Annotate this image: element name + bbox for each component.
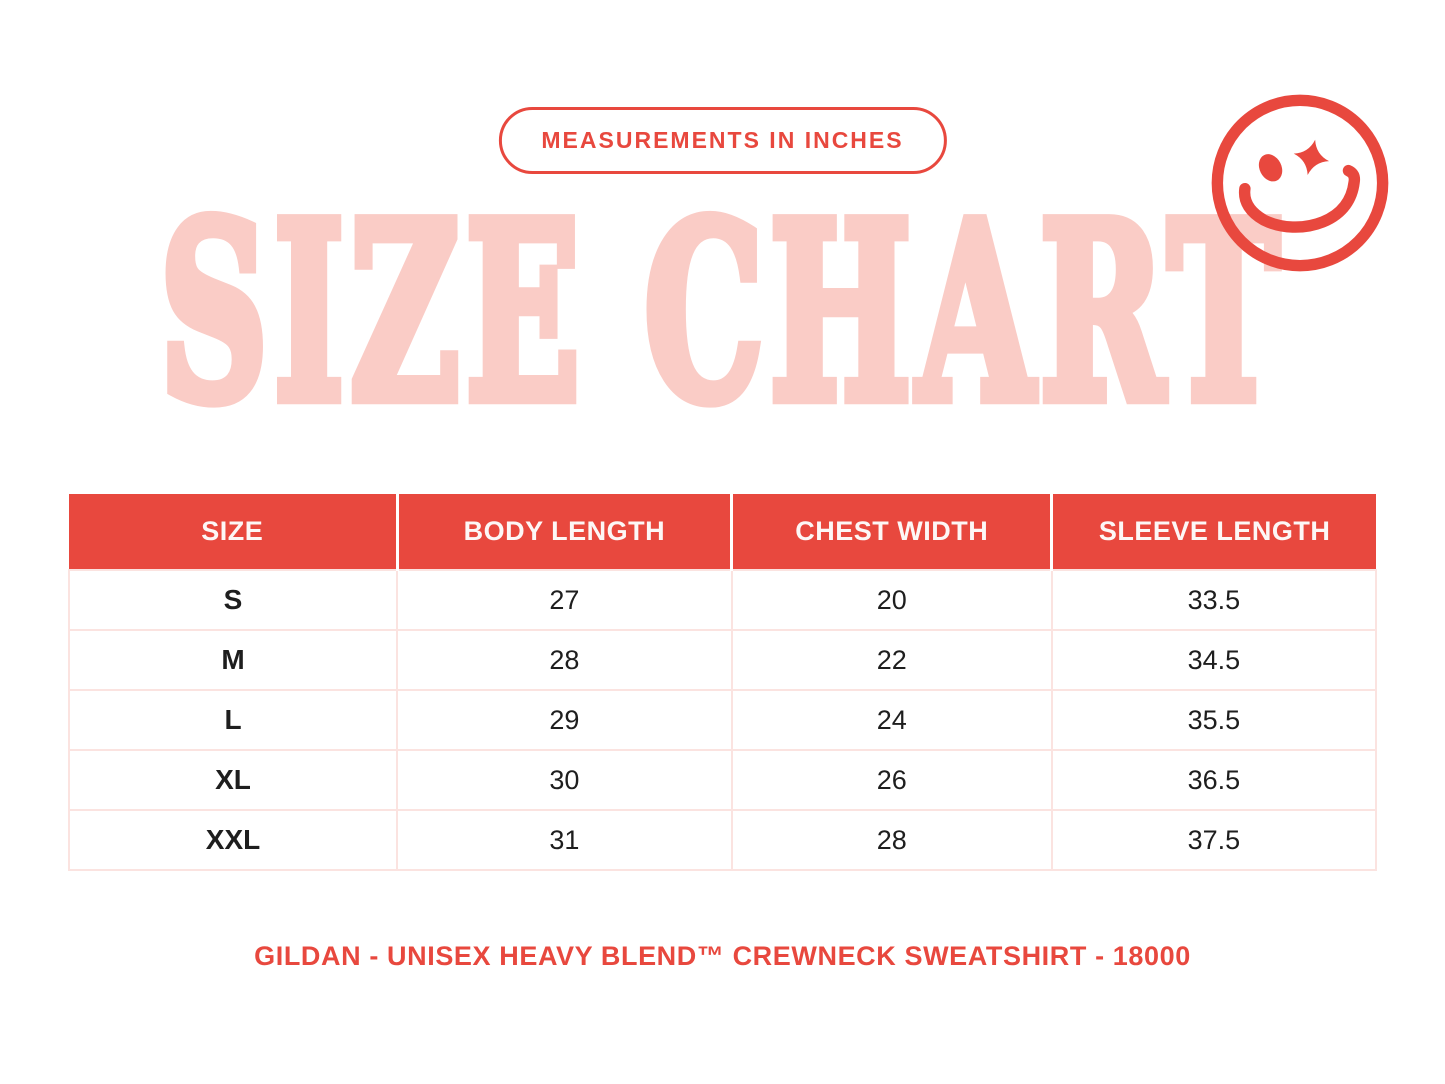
- body-length-cell: 29: [396, 689, 733, 751]
- winking-smiley-icon: [1205, 88, 1395, 278]
- sleeve-length-cell: 36.5: [1050, 749, 1378, 811]
- measurements-badge: MEASUREMENTS IN INCHES: [498, 107, 947, 174]
- body-length-cell: 31: [396, 809, 733, 871]
- body-length-cell: 28: [396, 629, 733, 691]
- page-title: SIZE CHART: [156, 170, 1286, 457]
- table-row-xxl: XXL 31 28 37.5: [67, 809, 1378, 871]
- size-cell: S: [67, 569, 399, 631]
- table-header-row: SIZE BODY LENGTH CHEST WIDTH SLEEVE LENG…: [69, 494, 1376, 570]
- chest-width-cell: 26: [730, 749, 1053, 811]
- sleeve-length-cell: 37.5: [1050, 809, 1378, 871]
- column-header-body-length: BODY LENGTH: [397, 494, 734, 570]
- column-header-sleeve-length: SLEEVE LENGTH: [1051, 494, 1376, 570]
- product-name: GILDAN - UNISEX HEAVY BLEND™ CREWNECK SW…: [254, 941, 1191, 971]
- chest-width-cell: 20: [730, 569, 1053, 631]
- size-table: SIZE BODY LENGTH CHEST WIDTH SLEEVE LENG…: [67, 494, 1378, 871]
- size-table-body: S 27 20 33.5 M 28 22 34.5 L 29 24 35.5 X…: [67, 569, 1378, 871]
- size-cell: M: [67, 629, 399, 691]
- sleeve-length-cell: 34.5: [1050, 629, 1378, 691]
- size-cell: XXL: [67, 809, 399, 871]
- chest-width-cell: 24: [730, 689, 1053, 751]
- measurements-badge-label: MEASUREMENTS IN INCHES: [541, 127, 904, 153]
- chest-width-cell: 28: [730, 809, 1053, 871]
- column-header-size: SIZE: [69, 494, 399, 570]
- size-cell: L: [67, 689, 399, 751]
- body-length-cell: 30: [396, 749, 733, 811]
- size-cell: XL: [67, 749, 399, 811]
- table-row-l: L 29 24 35.5: [67, 689, 1378, 751]
- chest-width-cell: 22: [730, 629, 1053, 691]
- table-row-s: S 27 20 33.5: [67, 569, 1378, 631]
- sleeve-length-cell: 35.5: [1050, 689, 1378, 751]
- table-row-m: M 28 22 34.5: [67, 629, 1378, 691]
- table-row-xl: XL 30 26 36.5: [67, 749, 1378, 811]
- body-length-cell: 27: [396, 569, 733, 631]
- column-header-chest-width: CHEST WIDTH: [731, 494, 1054, 570]
- sleeve-length-cell: 33.5: [1050, 569, 1378, 631]
